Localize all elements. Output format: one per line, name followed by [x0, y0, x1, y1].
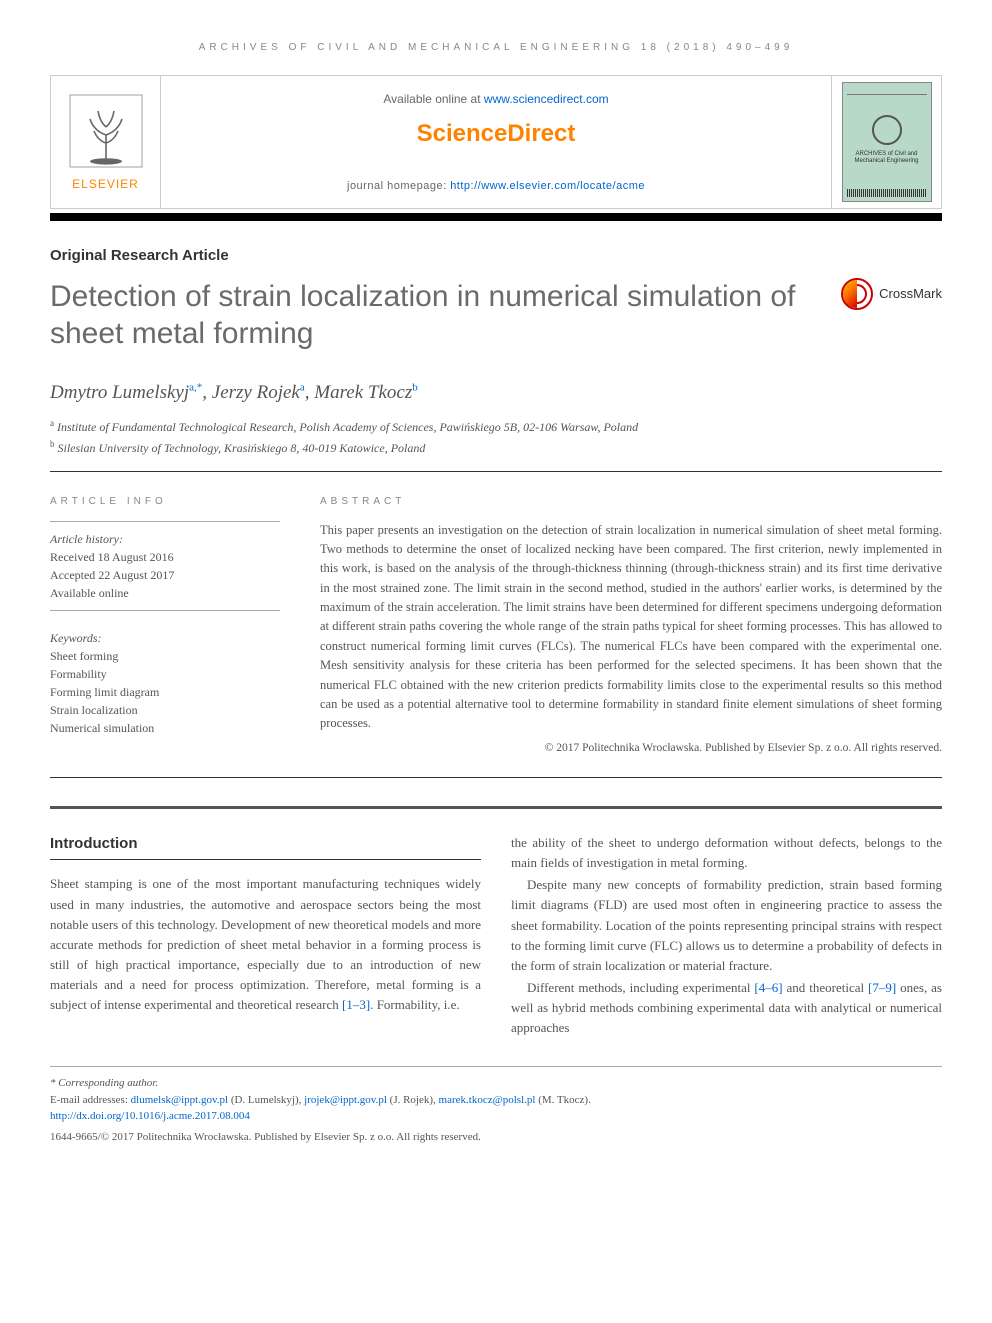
affiliations-block: a Institute of Fundamental Technological…: [50, 417, 942, 472]
intro-text-1: Sheet stamping is one of the most import…: [50, 876, 481, 1012]
cover-title: ARCHIVES of Civil and Mechanical Enginee…: [847, 151, 927, 165]
keywords-label: Keywords:: [50, 629, 280, 647]
col2-para-2: Despite many new concepts of formability…: [511, 875, 942, 976]
email-2-who: (J. Rojek),: [387, 1094, 439, 1106]
authors-line: Dmytro Lumelskyja,*, Jerzy Rojeka, Marek…: [50, 379, 942, 408]
header-center: Available online at www.sciencedirect.co…: [161, 76, 831, 208]
crossmark-icon: [841, 278, 873, 310]
article-info-heading: ARTICLE INFO: [50, 494, 280, 509]
page-container: ARCHIVES OF CIVIL AND MECHANICAL ENGINEE…: [0, 0, 992, 1185]
author-1-affil: a,*: [189, 381, 202, 393]
article-type: Original Research Article: [50, 245, 942, 268]
intro-heading: Introduction: [50, 833, 481, 861]
author-1-name: Dmytro Lumelskyj: [50, 382, 189, 403]
keywords-block: Keywords: Sheet forming Formability Form…: [50, 629, 280, 737]
ref-link-1-3[interactable]: [1–3]: [342, 997, 370, 1012]
keyword-4: Strain localization: [50, 701, 280, 719]
publisher-logo-block: ELSEVIER: [51, 76, 161, 208]
ref-link-7-9[interactable]: [7–9]: [868, 980, 896, 995]
sciencedirect-logo: ScienceDirect: [171, 116, 821, 152]
abstract-text: This paper presents an investigation on …: [320, 521, 942, 734]
body-column-left: Introduction Sheet stamping is one of th…: [50, 833, 481, 1038]
col2-p3-b: and theoretical: [783, 980, 868, 995]
email-label: E-mail addresses:: [50, 1094, 131, 1106]
col2-para-1: the ability of the sheet to undergo defo…: [511, 833, 942, 873]
homepage-line: journal homepage: http://www.elsevier.co…: [171, 178, 821, 195]
sciencedirect-link[interactable]: www.sciencedirect.com: [484, 92, 609, 106]
email-2[interactable]: jrojek@ippt.gov.pl: [304, 1094, 387, 1106]
issn-copyright-line: 1644-9665/© 2017 Politechnika Wrocławska…: [50, 1129, 942, 1146]
body-columns: Introduction Sheet stamping is one of th…: [50, 833, 942, 1038]
email-1-who: (D. Lumelskyj),: [228, 1094, 304, 1106]
author-3-name: Marek Tkocz: [314, 382, 412, 403]
footnotes-block: * Corresponding author. E-mail addresses…: [50, 1066, 942, 1145]
journal-header: ELSEVIER Available online at www.science…: [50, 75, 942, 209]
author-2-name: Jerzy Rojek: [212, 382, 300, 403]
abstract-column: ABSTRACT This paper presents an investig…: [320, 494, 942, 757]
article-info-column: ARTICLE INFO Article history: Received 1…: [50, 494, 280, 757]
affiliation-b: Silesian University of Technology, Krasi…: [58, 441, 426, 455]
available-online: Available online: [50, 584, 280, 602]
doi-link[interactable]: http://dx.doi.org/10.1016/j.acme.2017.08…: [50, 1110, 250, 1122]
ref-link-4-6[interactable]: [4–6]: [754, 980, 782, 995]
available-online-line: Available online at www.sciencedirect.co…: [171, 90, 821, 108]
intro-text-1-tail: . Formability, i.e.: [370, 997, 459, 1012]
accepted-date: Accepted 22 August 2017: [50, 566, 280, 584]
article-history: Article history: Received 18 August 2016…: [50, 521, 280, 611]
email-1[interactable]: dlumelsk@ippt.gov.pl: [131, 1094, 228, 1106]
email-addresses-line: E-mail addresses: dlumelsk@ippt.gov.pl (…: [50, 1092, 942, 1109]
received-date: Received 18 August 2016: [50, 548, 280, 566]
article-title: Detection of strain localization in nume…: [50, 278, 821, 353]
abstract-heading: ABSTRACT: [320, 494, 942, 509]
abstract-copyright: © 2017 Politechnika Wrocławska. Publishe…: [320, 740, 942, 757]
elsevier-label: ELSEVIER: [72, 175, 139, 193]
keyword-1: Sheet forming: [50, 647, 280, 665]
black-separator-bar: [50, 213, 942, 221]
intro-para-1: Sheet stamping is one of the most import…: [50, 874, 481, 1015]
affiliation-a: Institute of Fundamental Technological R…: [57, 420, 638, 434]
info-abstract-row: ARTICLE INFO Article history: Received 1…: [50, 494, 942, 778]
email-3-who: (M. Tkocz).: [535, 1094, 590, 1106]
available-prefix: Available online at: [383, 92, 484, 106]
keyword-3: Forming limit diagram: [50, 683, 280, 701]
col2-p3-a: Different methods, including experimenta…: [527, 980, 754, 995]
running-head: ARCHIVES OF CIVIL AND MECHANICAL ENGINEE…: [50, 40, 942, 55]
thick-divider: [50, 806, 942, 809]
keyword-2: Formability: [50, 665, 280, 683]
email-3[interactable]: marek.tkocz@polsl.pl: [439, 1094, 536, 1106]
elsevier-tree-icon: [66, 91, 146, 171]
author-3-affil: b: [412, 381, 418, 393]
title-row: Detection of strain localization in nume…: [50, 278, 942, 353]
col2-para-3: Different methods, including experimenta…: [511, 978, 942, 1038]
journal-cover-block: ARCHIVES of Civil and Mechanical Enginee…: [831, 76, 941, 208]
homepage-link[interactable]: http://www.elsevier.com/locate/acme: [450, 180, 645, 192]
history-label: Article history:: [50, 530, 280, 548]
crossmark-widget[interactable]: CrossMark: [841, 278, 942, 310]
author-2-affil: a: [300, 381, 305, 393]
crossmark-label: CrossMark: [879, 284, 942, 304]
keyword-5: Numerical simulation: [50, 719, 280, 737]
journal-cover-thumbnail: ARCHIVES of Civil and Mechanical Enginee…: [842, 82, 932, 202]
homepage-prefix: journal homepage:: [347, 180, 450, 192]
corresponding-author-note: * Corresponding author.: [50, 1075, 942, 1092]
body-column-right: the ability of the sheet to undergo defo…: [511, 833, 942, 1038]
